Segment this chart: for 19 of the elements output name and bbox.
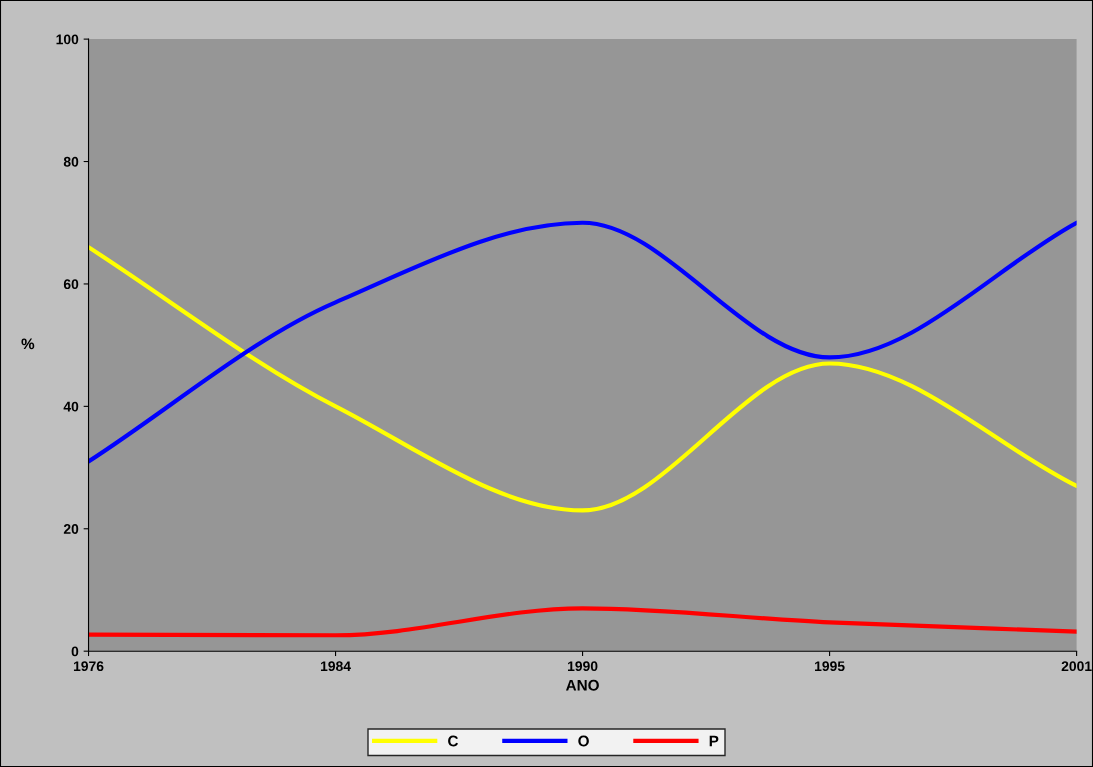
y-tick-label: 20 [63,524,79,534]
legend-label: O [578,735,589,747]
x-tick-label: 1976 [73,661,104,672]
y-tick-label: 40 [63,401,79,412]
x-axis-title: ANO [565,679,599,691]
x-tick-label: 1984 [320,661,351,672]
y-tick-label: 100 [56,34,79,45]
y-tick-label: 60 [63,279,79,290]
legend-label: P [709,735,719,747]
x-tick-label: 1995 [815,661,845,672]
y-tick-label: 0 [71,646,79,657]
y-axis-title: % [21,338,35,350]
line-series [88,245,1077,513]
x-tick-label: 1990 [568,661,598,672]
legend-label: C [448,735,459,747]
line-series [88,220,1077,464]
line-series [88,606,1077,638]
y-tick-label: 80 [63,156,79,167]
x-tick-label: 2001 [1061,661,1092,672]
